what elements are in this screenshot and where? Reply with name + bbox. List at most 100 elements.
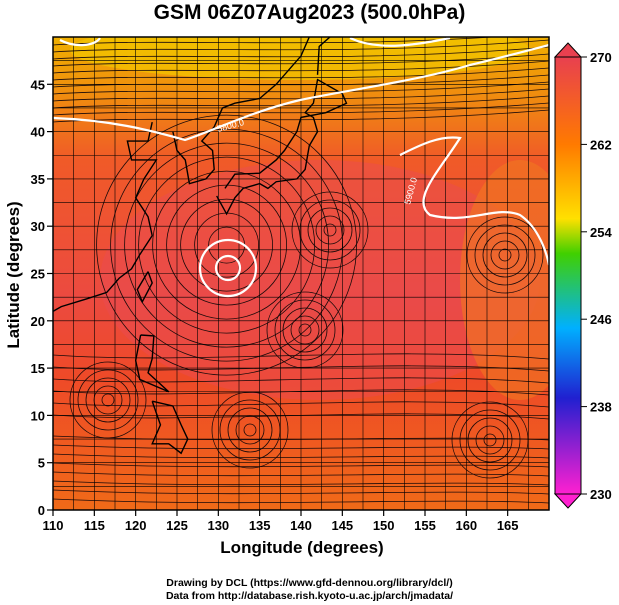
streamline: [53, 53, 549, 67]
x-tick-label: 125: [166, 518, 188, 533]
streamline: [53, 95, 549, 109]
russia-coastline: [222, 37, 310, 109]
colorbar: 270 262 254 246 238 230: [553, 42, 612, 509]
streamline: [323, 223, 337, 237]
contour-5900: [399, 136, 549, 266]
x-tick-label: 130: [207, 518, 229, 533]
colorbar-tick-label: 254: [590, 225, 612, 240]
colorbar-tick-label: 270: [590, 50, 612, 65]
streamline: [53, 39, 549, 53]
streamline: [451, 401, 529, 479]
streamline: [96, 114, 358, 376]
streamline: [227, 407, 273, 453]
credit-data: Data from http://database.rish.kyoto-u.a…: [165, 590, 454, 602]
streamline: [290, 315, 320, 345]
streamline: [152, 170, 302, 320]
luzon-coastline: [134, 334, 170, 393]
streamline: [101, 393, 115, 407]
streamline: [53, 109, 549, 123]
x-tick-label: 145: [331, 518, 353, 533]
streamline: [53, 401, 549, 408]
streamline: [466, 216, 544, 294]
x-tick-label: 140: [290, 518, 312, 533]
y-tick-label: 45: [31, 77, 45, 92]
chart-title: GSM 06Z07Aug2023 (500.0hPa): [153, 1, 466, 24]
streamline: [315, 215, 345, 245]
streamline: [138, 156, 316, 334]
streamline: [243, 423, 257, 437]
x-tick-label: 155: [414, 518, 436, 533]
streamline: [53, 353, 549, 360]
streamline: [85, 377, 131, 423]
warm-region: [100, 160, 540, 400]
y-tick-label: 30: [31, 219, 45, 234]
colorbar-tick-label: 230: [590, 487, 612, 502]
streamline: [53, 74, 549, 88]
streamline: [124, 142, 330, 348]
streamline: [490, 240, 520, 270]
streamline: [307, 207, 353, 253]
x-axis-ticks: 110 115 120 125 130 135 140 145 150 155 160 165: [43, 510, 519, 533]
y-tick-label: 20: [31, 314, 45, 329]
streamline: [474, 224, 536, 286]
y-tick-label: 0: [38, 503, 45, 518]
colorbar-bottom-arrow: [553, 493, 583, 509]
y-tick-label: 35: [31, 172, 45, 187]
streamline: [498, 248, 512, 262]
streamline: [282, 307, 328, 353]
streamline: [53, 46, 549, 60]
streamline: [475, 425, 505, 455]
y-tick-label: 5: [38, 456, 45, 471]
streamline: [77, 369, 139, 431]
streamline: [53, 102, 549, 116]
taiwan-coastline: [136, 271, 153, 304]
streamline: [467, 417, 513, 463]
credit-drawing: Drawing by DCL (https://www.gfd-dennou.o…: [166, 577, 453, 589]
contour-5800: [53, 43, 549, 142]
x-tick-label: 110: [43, 518, 64, 533]
streamline: [53, 365, 549, 372]
visayas-mindanao-coastline: [151, 400, 189, 455]
typhoon-contour-inner: [214, 254, 242, 282]
streamline: [235, 415, 265, 445]
streamline: [274, 299, 336, 361]
y-tick-label: 10: [31, 408, 45, 423]
colorbar-tick-label: 262: [590, 137, 612, 152]
x-axis-title: Longitude (degrees): [220, 538, 383, 557]
streamline: [298, 323, 312, 337]
contour-north-east: [349, 37, 451, 47]
y-tick-label: 15: [31, 361, 45, 376]
streamline: [459, 409, 521, 471]
x-tick-label: 160: [455, 518, 477, 533]
x-tick-label: 165: [497, 518, 519, 533]
y-axis-title: Latitude (degrees): [4, 201, 23, 348]
y-axis-ticks: 0 5 10 15 20 25 30 35 40 45: [31, 77, 53, 518]
x-tick-label: 115: [84, 518, 105, 533]
streamline: [53, 88, 549, 102]
streamline: [291, 191, 369, 269]
contour-north: [59, 37, 101, 47]
streamline: [93, 385, 123, 415]
streamline: [482, 232, 528, 278]
streamline: [299, 199, 361, 261]
grid-lines: [53, 37, 549, 510]
x-tick-label: 120: [125, 518, 147, 533]
colorbar-ramp: [554, 56, 582, 495]
streamline: [53, 37, 500, 46]
typhoon-contour-outer: [198, 238, 258, 298]
streamline: [219, 399, 281, 461]
x-tick-label: 135: [249, 518, 271, 533]
sakhalin-coastline: [316, 37, 331, 75]
colorbar-tick-label: 238: [590, 400, 612, 415]
y-tick-label: 40: [31, 125, 45, 140]
colorbar-top-arrow: [553, 42, 583, 58]
streamline: [53, 67, 549, 81]
streamline: [53, 377, 549, 384]
streamline: [483, 433, 497, 447]
height-contours: [53, 37, 549, 298]
colorbar-tick-label: 246: [590, 312, 612, 327]
streamline: [180, 198, 274, 292]
x-tick-label: 150: [373, 518, 395, 533]
y-tick-label: 25: [31, 267, 45, 282]
